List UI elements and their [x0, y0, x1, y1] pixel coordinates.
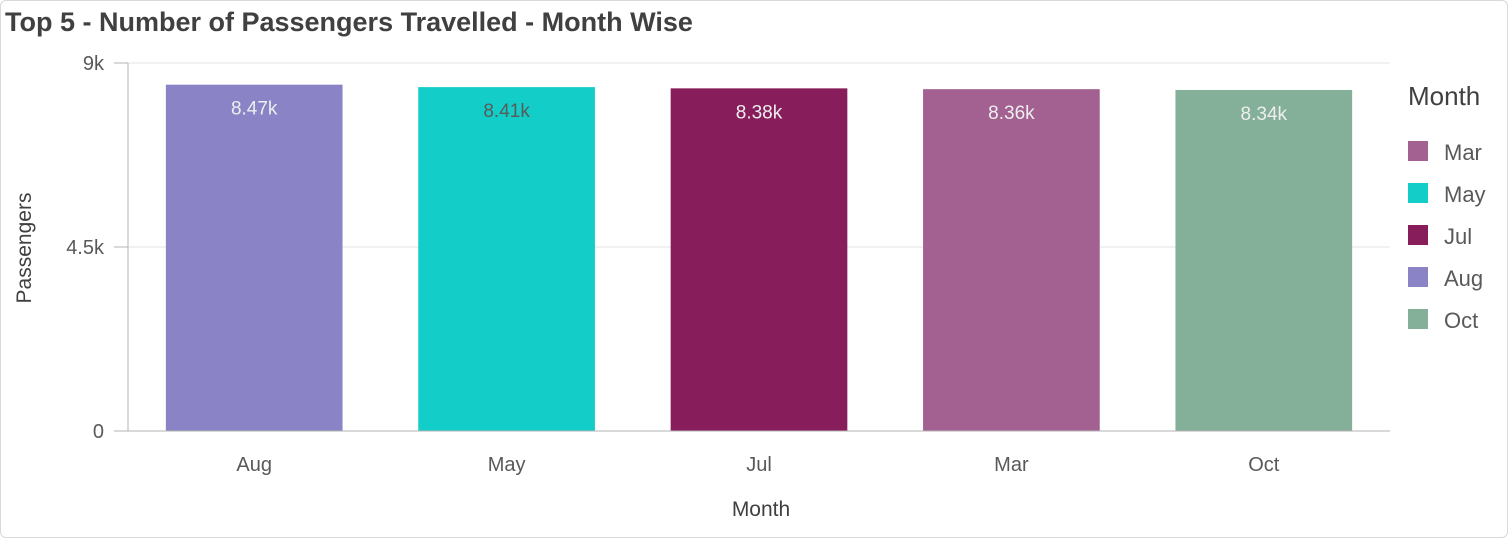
data-label: 8.36k — [988, 103, 1035, 124]
axes: 0 4.5k 9k Aug May Jul Mar Oct — [66, 53, 1390, 476]
legend-swatch-jul — [1408, 225, 1428, 245]
legend-item-oct[interactable]: Oct — [1444, 308, 1478, 333]
bar-aug[interactable] — [165, 84, 343, 431]
legend-item-mar[interactable]: Mar — [1444, 140, 1482, 165]
legend-swatch-mar — [1408, 141, 1428, 161]
y-tick-label: 0 — [93, 421, 104, 443]
chart-title: Top 5 - Number of Passengers Travelled -… — [5, 7, 693, 37]
y-tick-label: 4.5k — [66, 237, 105, 259]
bar-oct[interactable] — [1175, 89, 1353, 431]
x-tick-label: Aug — [236, 454, 272, 476]
y-tick-label: 9k — [83, 53, 105, 75]
bar-mar[interactable] — [923, 89, 1100, 432]
legend-item-may[interactable]: May — [1444, 182, 1486, 207]
legend-title: Month — [1408, 81, 1480, 111]
legend: Month Mar May Jul Aug Oct — [1408, 81, 1486, 333]
x-tick-label: Mar — [994, 454, 1029, 476]
x-tick-label: May — [488, 454, 526, 476]
bars: 8.47k 8.41k 8.38k 8.36k 8.34k — [165, 84, 1353, 432]
y-axis-title: Passengers — [13, 193, 36, 304]
legend-swatch-aug — [1408, 267, 1428, 287]
legend-item-aug[interactable]: Aug — [1444, 266, 1483, 291]
x-tick-label: Jul — [746, 454, 772, 476]
bar-may[interactable] — [418, 87, 595, 431]
legend-swatch-oct — [1408, 309, 1428, 329]
x-axis-title: Month — [732, 498, 790, 521]
bar-jul[interactable] — [670, 88, 848, 432]
data-label: 8.47k — [231, 99, 278, 120]
x-tick-label: Oct — [1248, 454, 1280, 476]
data-label: 8.41k — [483, 101, 530, 122]
data-label: 8.38k — [736, 102, 783, 123]
legend-swatch-may — [1408, 183, 1428, 203]
legend-item-jul[interactable]: Jul — [1444, 224, 1472, 249]
data-label: 8.34k — [1241, 104, 1288, 125]
